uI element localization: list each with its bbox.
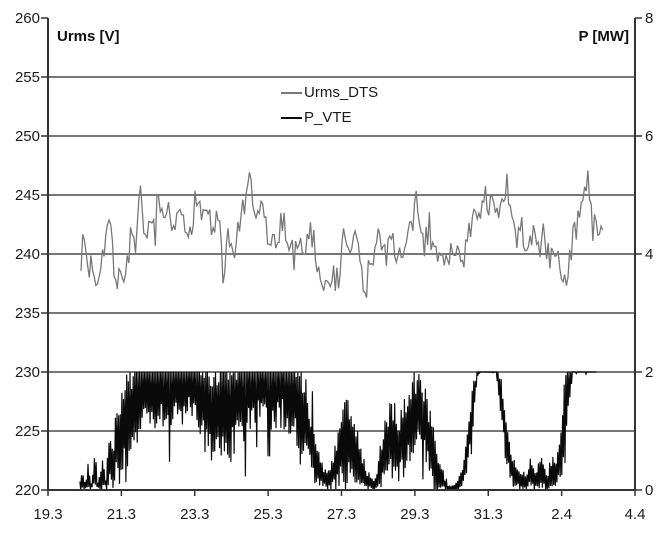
x-tick-label: 29.3	[400, 506, 429, 523]
y-left-tick-label: 250	[15, 128, 40, 145]
y-right-tick-label: 4	[645, 246, 653, 263]
y-left-tick-label: 245	[15, 187, 40, 204]
y-left-tick-label: 240	[15, 246, 40, 263]
x-tick-label: 19.3	[33, 506, 62, 523]
pvte-line-swatch-icon	[281, 116, 302, 119]
y-right-tick-label: 8	[645, 10, 653, 27]
y-left-tick-label: 235	[15, 305, 40, 322]
right-axis-title: P [MW]	[578, 28, 629, 45]
y-left-tick-label: 220	[15, 482, 40, 499]
y-left-tick-label: 230	[15, 364, 40, 381]
y-right-tick-label: 2	[645, 364, 653, 381]
x-tick-label: 31.3	[474, 506, 503, 523]
urms-line-swatch-icon	[281, 91, 302, 94]
y-right-tick-label: 6	[645, 128, 653, 145]
x-tick-label: 27.3	[327, 506, 356, 523]
legend-item-urms: Urms_DTS	[281, 80, 378, 105]
legend-label-urms: Urms_DTS	[304, 84, 379, 101]
legend-item-pvte: P_VTE	[281, 105, 378, 130]
x-tick-label: 21.3	[107, 506, 136, 523]
left-axis-title: Urms [V]	[57, 28, 120, 45]
y-left-tick-label: 260	[15, 10, 40, 27]
legend-label-pvte: P_VTE	[304, 109, 352, 126]
x-tick-label: 23.3	[180, 506, 209, 523]
y-left-tick-label: 255	[15, 69, 40, 86]
x-tick-label: 4.4	[625, 506, 646, 523]
y-right-tick-label: 0	[645, 482, 653, 499]
x-tick-label: 2.4	[551, 506, 572, 523]
series-urms-dts-line	[80, 170, 604, 298]
y-left-tick-label: 225	[15, 423, 40, 440]
legend: Urms_DTS P_VTE	[281, 80, 378, 130]
series-p-vte-line	[79, 370, 597, 492]
x-tick-label: 25.3	[254, 506, 283, 523]
